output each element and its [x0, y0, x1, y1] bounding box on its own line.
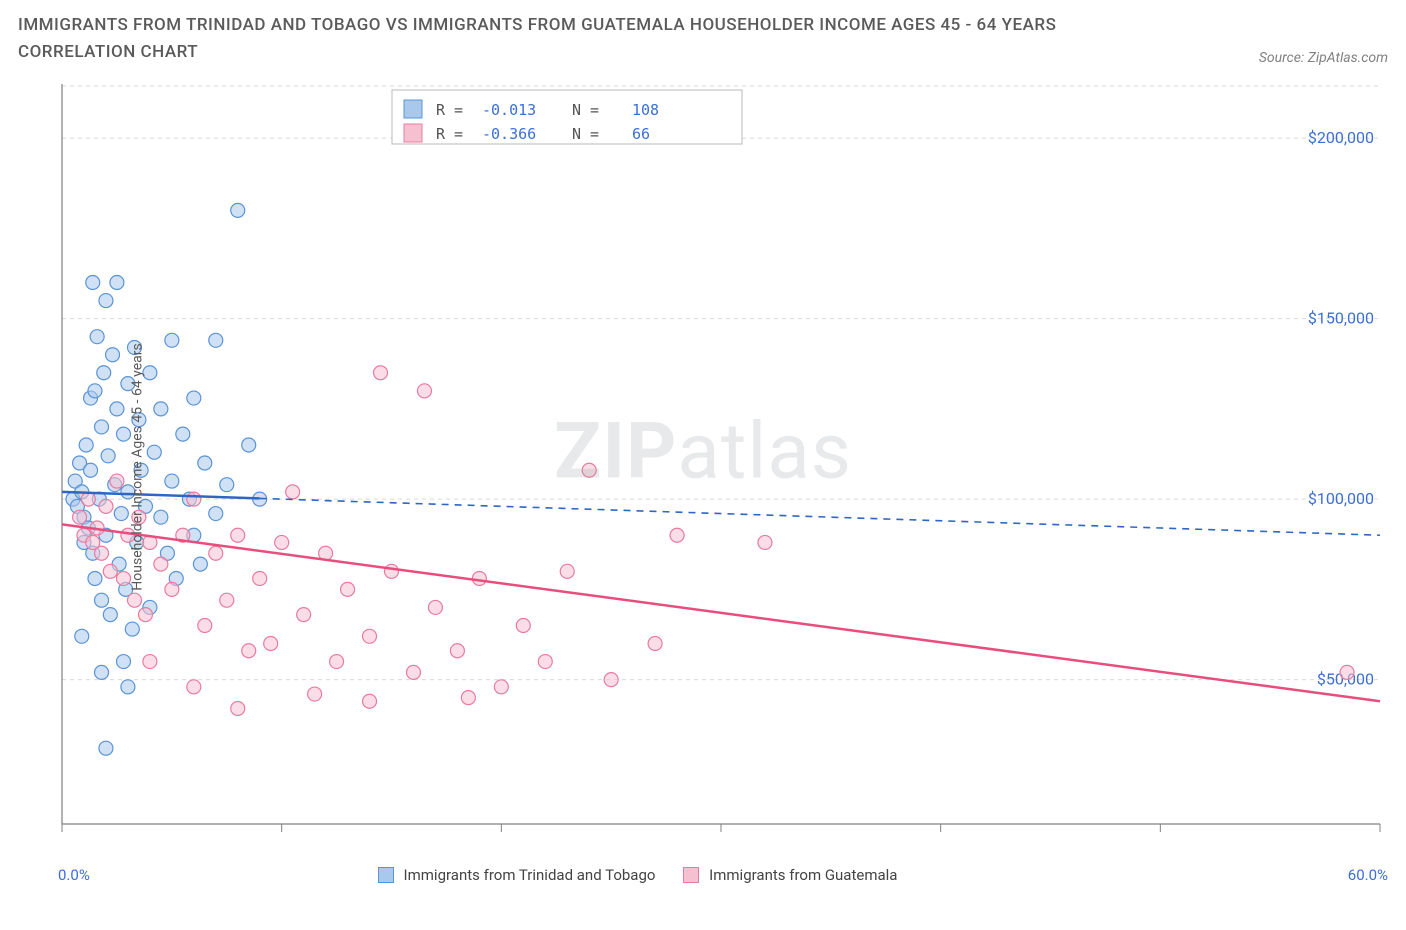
chart-title-line2: CORRELATION CHART: [18, 39, 1056, 66]
svg-text:-0.366: -0.366: [482, 125, 536, 143]
bottom-legend: 0.0% Immigrants from Trinidad and Tobago…: [18, 866, 1388, 884]
svg-text:N =: N =: [572, 101, 599, 119]
chart-container: Householder Income Ages 45 - 64 years ZI…: [18, 72, 1388, 862]
svg-text:$100,000: $100,000: [1308, 489, 1374, 508]
svg-text:66: 66: [632, 125, 650, 143]
swatch-blue: [378, 867, 394, 883]
svg-text:$200,000: $200,000: [1308, 129, 1374, 148]
legend-item-series1: Immigrants from Trinidad and Tobago: [378, 866, 656, 884]
swatch-pink: [683, 867, 699, 883]
svg-text:R =: R =: [436, 125, 463, 143]
svg-text:R =: R =: [436, 101, 463, 119]
svg-text:$150,000: $150,000: [1308, 309, 1374, 328]
legend-item-series2: Immigrants from Guatemala: [683, 866, 897, 884]
y-axis-label: Householder Income Ages 45 - 64 years: [130, 344, 146, 591]
scatter-chart: $50,000$100,000$150,000$200,000R = -0.01…: [18, 72, 1388, 862]
svg-text:-0.013: -0.013: [482, 101, 536, 119]
svg-text:N =: N =: [572, 125, 599, 143]
chart-title-line1: IMMIGRANTS FROM TRINIDAD AND TOBAGO VS I…: [18, 12, 1056, 39]
svg-text:108: 108: [632, 101, 659, 119]
source-attribution: Source: ZipAtlas.com: [1259, 50, 1388, 66]
x-axis-min-label: 0.0%: [58, 866, 90, 884]
x-axis-max-label: 60.0%: [1348, 866, 1388, 884]
